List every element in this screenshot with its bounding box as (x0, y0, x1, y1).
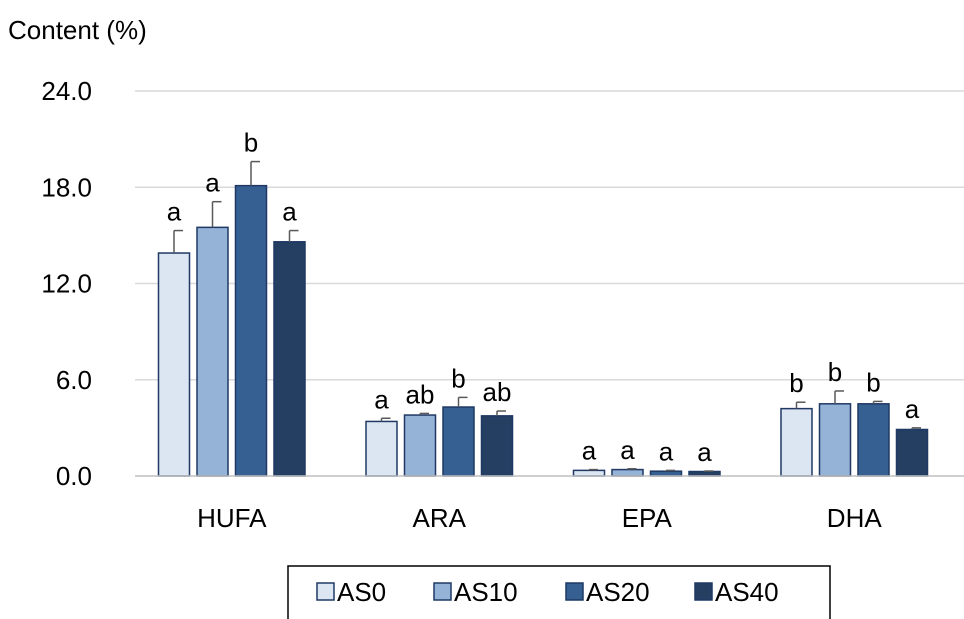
legend-label: AS10 (454, 577, 518, 607)
legend-swatch (433, 582, 452, 601)
y-tick-label: 18.0 (41, 172, 92, 202)
significance-label: a (582, 436, 597, 466)
legend-label: AS20 (586, 577, 650, 607)
bar-as20-dha (857, 403, 890, 477)
bar-as10-epa (611, 468, 644, 477)
legend-swatch (316, 582, 335, 601)
significance-label: a (282, 197, 297, 227)
bar-as40-ara (480, 415, 514, 477)
significance-label: b (789, 368, 803, 398)
bar-as40-hufa (273, 241, 306, 477)
significance-label: ab (406, 379, 435, 409)
x-tick-labels: HUFA ARA EPA DHA (197, 503, 882, 533)
x-tick-label: HUFA (197, 503, 267, 533)
significance-label: a (374, 384, 389, 414)
significance-label: b (866, 367, 880, 397)
legend-swatch (565, 582, 584, 601)
legend-label: AS0 (337, 577, 386, 607)
bar-as10-dha (818, 403, 852, 477)
bar-as40-dha (895, 428, 929, 477)
significance-label: ab (483, 377, 512, 407)
y-axis-label: Content (%) (8, 15, 147, 45)
bar-as20-ara (442, 406, 475, 477)
legend-swatch (694, 582, 713, 601)
bar-as0-hufa (157, 252, 191, 477)
significance-label: a (167, 197, 182, 227)
significance-label: a (659, 436, 674, 466)
significance-label: b (244, 128, 258, 158)
x-tick-label: EPA (622, 503, 673, 533)
y-tick-label: 24.0 (41, 76, 92, 106)
bar-as10-hufa (196, 226, 229, 477)
legend: AS0 AS10 AS20 AS40 (287, 565, 831, 619)
significance-label: a (205, 168, 220, 198)
bar-as0-dha (780, 407, 813, 477)
bar-as0-ara (365, 420, 398, 477)
legend-box (287, 565, 831, 619)
y-tick-label: 6.0 (56, 365, 92, 395)
y-tick-label: 0.0 (56, 461, 92, 491)
x-tick-label: ARA (413, 503, 467, 533)
bar-as10-ara (403, 414, 437, 477)
legend-label: AS40 (715, 577, 779, 607)
bar-as0-epa (572, 469, 606, 477)
error-bars (173, 160, 921, 472)
y-tick-labels: 0.0 6.0 12.0 18.0 24.0 (41, 76, 92, 491)
bar-as20-hufa (234, 184, 268, 477)
significance-label: b (451, 363, 465, 393)
y-tick-label: 12.0 (41, 269, 92, 299)
significance-label: a (620, 435, 635, 465)
significance-label: a (905, 394, 920, 424)
significance-label: b (828, 357, 842, 387)
x-tick-label: DHA (827, 503, 883, 533)
significance-label: a (697, 437, 712, 467)
bars (157, 184, 929, 477)
